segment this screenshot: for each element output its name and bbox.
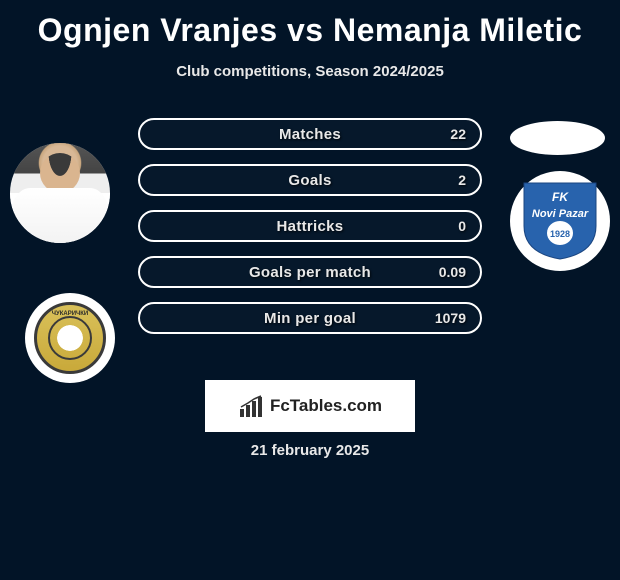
stats-area: ЧУКАРИЧКИ FK Novi Pazar 1928 Matches 22 … bbox=[0, 118, 620, 348]
player1-avatar-image bbox=[10, 143, 110, 243]
stat-label: Matches bbox=[279, 126, 341, 143]
stat-row-goals: Goals 2 bbox=[138, 164, 482, 196]
player1-club-badge-inner: ЧУКАРИЧКИ bbox=[34, 302, 106, 374]
stat-row-matches: Matches 22 bbox=[138, 118, 482, 150]
svg-text:FK: FK bbox=[552, 190, 569, 204]
subtitle: Club competitions, Season 2024/2025 bbox=[0, 63, 620, 80]
stat-row-hattricks: Hattricks 0 bbox=[138, 210, 482, 242]
stat-value-right: 0 bbox=[458, 218, 466, 234]
svg-text:Novi Pazar: Novi Pazar bbox=[532, 208, 589, 220]
stat-row-min-per-goal: Min per goal 1079 bbox=[138, 302, 482, 334]
player2-avatar-placeholder bbox=[510, 121, 605, 155]
player1-club-badge: ЧУКАРИЧКИ bbox=[25, 293, 115, 383]
stat-rows: Matches 22 Goals 2 Hattricks 0 Goals per… bbox=[138, 118, 482, 334]
player1-avatar bbox=[10, 143, 110, 243]
stat-row-goals-per-match: Goals per match 0.09 bbox=[138, 256, 482, 288]
chart-icon bbox=[238, 395, 264, 417]
stat-label: Hattricks bbox=[277, 218, 344, 235]
player1-club-text: ЧУКАРИЧКИ bbox=[37, 311, 103, 317]
page-title: Ognjen Vranjes vs Nemanja Miletic bbox=[0, 0, 620, 49]
footer-brand-logo[interactable]: FcTables.com bbox=[205, 380, 415, 432]
stat-value-right: 2 bbox=[458, 172, 466, 188]
stat-label: Goals per match bbox=[249, 264, 371, 281]
shield-icon: FK Novi Pazar 1928 bbox=[522, 181, 598, 261]
player2-club-badge-inner: FK Novi Pazar 1928 bbox=[522, 181, 598, 261]
footer-date: 21 february 2025 bbox=[0, 442, 620, 459]
svg-text:1928: 1928 bbox=[550, 229, 570, 239]
stat-value-right: 22 bbox=[450, 126, 466, 142]
player2-club-badge: FK Novi Pazar 1928 bbox=[510, 171, 610, 271]
stat-label: Goals bbox=[288, 172, 331, 189]
stat-value-right: 0.09 bbox=[439, 264, 466, 280]
stat-value-right: 1079 bbox=[435, 310, 466, 326]
footer-brand-text: FcTables.com bbox=[270, 396, 382, 416]
stat-label: Min per goal bbox=[264, 310, 356, 327]
